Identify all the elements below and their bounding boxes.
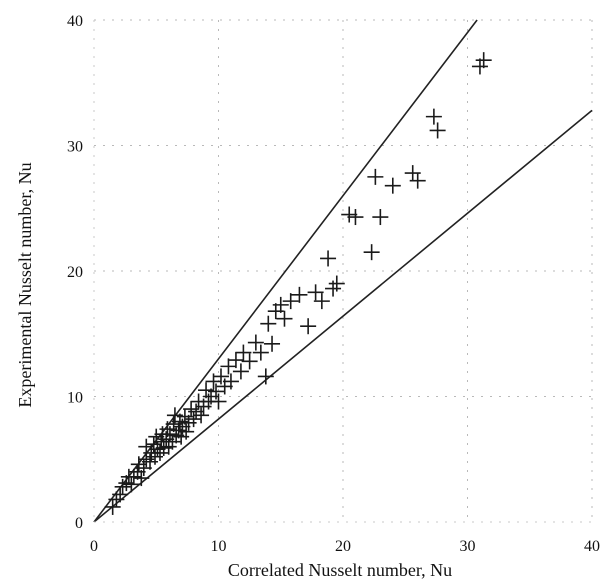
data-point <box>291 286 308 303</box>
reference-line-0 <box>93 19 478 523</box>
data-point <box>129 463 146 480</box>
data-points <box>104 52 492 515</box>
data-point <box>247 334 264 351</box>
data-point <box>133 470 150 487</box>
reference-line-1 <box>93 109 593 523</box>
axes <box>93 20 592 523</box>
y-tick-label: 0 <box>75 515 83 532</box>
data-point <box>112 486 129 503</box>
data-point <box>363 244 380 261</box>
data-point <box>212 368 229 385</box>
data-point <box>161 426 178 443</box>
data-point <box>264 335 281 352</box>
data-point <box>328 275 345 292</box>
data-point <box>313 293 330 310</box>
data-point <box>425 108 442 125</box>
data-point <box>300 318 317 335</box>
data-point <box>232 363 249 380</box>
data-point <box>210 393 227 410</box>
data-point <box>347 209 364 226</box>
data-point <box>384 177 401 194</box>
data-point <box>220 358 237 375</box>
data-point <box>282 293 299 310</box>
data-point <box>367 168 384 185</box>
data-point <box>123 476 140 493</box>
data-point <box>193 407 210 424</box>
data-point <box>114 478 131 495</box>
data-point <box>341 206 358 223</box>
data-point <box>272 296 289 313</box>
data-point <box>185 411 202 428</box>
x-tick-label: 0 <box>90 538 98 555</box>
data-point <box>222 373 239 390</box>
y-tick-label: 10 <box>67 390 83 407</box>
y-axis-title: Experimental Nusselt number, Nu <box>15 162 35 407</box>
data-point <box>164 433 181 450</box>
x-tick-label: 40 <box>584 538 600 555</box>
data-point <box>276 310 293 327</box>
data-point <box>241 353 258 370</box>
data-point <box>178 423 195 440</box>
data-point <box>471 58 488 75</box>
data-point <box>135 460 152 477</box>
data-point <box>170 422 187 439</box>
data-point <box>227 352 244 369</box>
data-point <box>257 368 274 385</box>
data-point <box>475 52 492 69</box>
data-point <box>252 344 269 361</box>
reference-lines <box>93 19 593 523</box>
x-tick-label: 10 <box>211 538 227 555</box>
data-point <box>372 209 389 226</box>
data-point <box>307 284 324 301</box>
y-tick-label: 20 <box>67 264 83 281</box>
x-tick-label: 30 <box>460 538 476 555</box>
x-axis-title: Correlated Nusselt number, Nu <box>228 560 452 580</box>
data-point <box>176 408 193 425</box>
x-tick-label: 20 <box>335 538 351 555</box>
data-point <box>235 344 252 361</box>
y-tick-label: 40 <box>67 13 83 30</box>
data-point <box>320 250 337 267</box>
data-point <box>208 383 225 400</box>
y-tick-label: 30 <box>67 139 83 156</box>
data-point <box>260 315 277 332</box>
grid <box>94 19 593 522</box>
tick-labels: 0 10 20 30 40 0 10 20 30 40 <box>67 13 600 555</box>
data-point <box>104 498 121 515</box>
data-point <box>149 441 166 458</box>
data-point <box>429 122 446 139</box>
data-point <box>409 172 426 189</box>
